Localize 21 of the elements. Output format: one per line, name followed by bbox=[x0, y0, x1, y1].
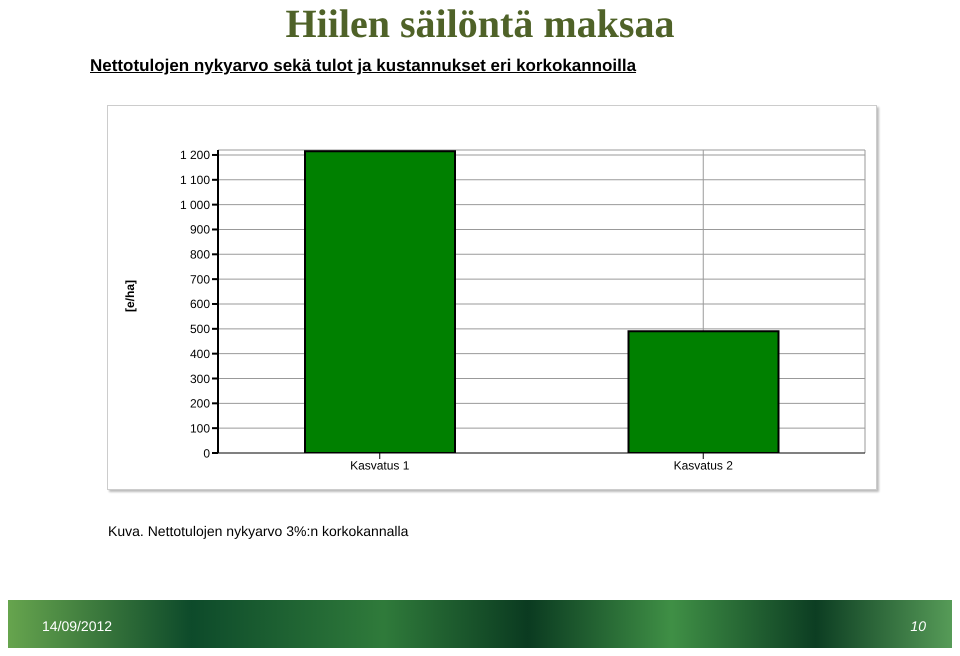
y-tick-label: 1 000 bbox=[180, 198, 210, 212]
y-tick-label: 300 bbox=[190, 372, 210, 386]
x-tick-label: Kasvatus 1 bbox=[350, 458, 410, 473]
y-tick-label: 100 bbox=[190, 421, 210, 436]
y-tick-label: 900 bbox=[190, 222, 210, 237]
y-tick-label: 700 bbox=[190, 272, 210, 286]
y-tick-label: 1 100 bbox=[180, 173, 210, 188]
y-axis-title: [e/ha] bbox=[123, 280, 137, 312]
chart-subtitle: Nettotulojen nykyarvo sekä tulot ja kustannukset eri korkokannoilla bbox=[90, 56, 636, 76]
y-tick-label: 0 bbox=[203, 446, 210, 460]
y-tick-label: 200 bbox=[190, 396, 210, 411]
text: 10 bbox=[910, 618, 926, 634]
x-tick-label: Kasvatus 2 bbox=[674, 458, 734, 473]
chart-title: Hiilen säilöntä maksaa bbox=[284, 7, 676, 47]
y-tick-label: 1 200 bbox=[180, 148, 210, 162]
y-tick-label: 600 bbox=[190, 297, 210, 312]
text: 14/09/2012 bbox=[42, 618, 112, 634]
y-tick-label: 500 bbox=[190, 322, 210, 336]
y-tick-label: 800 bbox=[190, 248, 210, 262]
y-tick-label: 400 bbox=[190, 346, 210, 361]
text: Kuva. Nettotulojen nykyarvo 3%:n korkokannalla bbox=[108, 523, 408, 539]
